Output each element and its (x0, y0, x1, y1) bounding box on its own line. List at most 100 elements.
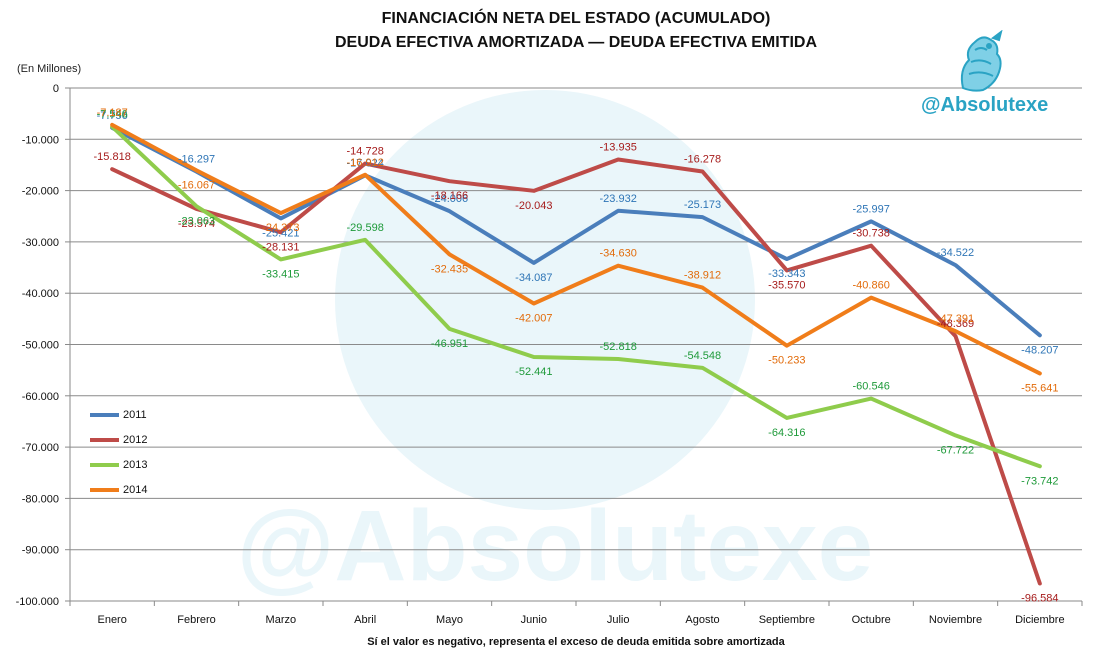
data-label-2013: -33.415 (262, 268, 299, 280)
data-label-2012: -15.818 (94, 151, 131, 163)
y-tick-label: -10.000 (22, 134, 59, 146)
y-tick-label: 0 (53, 83, 59, 95)
data-label-2011: -16.297 (178, 154, 215, 166)
legend-label: 2011 (123, 408, 147, 421)
series-line-2012 (110, 157, 1042, 586)
data-label-2011: -7.756 (97, 110, 128, 122)
data-label-2011: -24.006 (431, 193, 468, 205)
watermark: @Absolutexe (237, 90, 874, 602)
data-label-2011: -33.343 (768, 268, 805, 280)
y-tick-label: -50.000 (22, 340, 59, 352)
data-label-2011: -25.421 (262, 227, 299, 239)
legend-label: 2013 (123, 458, 148, 471)
data-labels: -7.756 -16.297 -25.421 -17.024 -24.006 -34.08… (94, 107, 1059, 605)
x-tick-label: Junio (521, 614, 547, 626)
data-label-2012: -23.574 (178, 218, 215, 230)
data-label-2014: -38.912 (684, 270, 721, 282)
series-line-2011 (110, 125, 1042, 338)
data-label-2013: -23.063 (178, 215, 215, 227)
data-label-2013: -60.546 (853, 381, 890, 393)
data-label-2012: -48.369 (937, 318, 974, 330)
unit-label: (En Millones) (17, 63, 82, 75)
x-tick-label: Enero (97, 614, 126, 626)
griffin-logo-icon (953, 29, 1009, 99)
data-label-2011: -23.932 (600, 193, 637, 205)
legend-label: 2014 (123, 483, 148, 496)
data-label-2012: -14.728 (347, 146, 384, 158)
watermark-text: @Absolutexe (237, 490, 874, 602)
data-label-2013: -54.548 (684, 350, 721, 362)
x-tick-label: Septiembre (759, 614, 815, 626)
data-label-2014: -40.860 (853, 280, 890, 292)
y-tick-label: -40.000 (22, 288, 59, 300)
legend-item-2013: 2013 (90, 452, 147, 477)
data-label-2012: -35.570 (768, 279, 805, 291)
data-label-2012: -96.584 (1021, 592, 1058, 604)
data-label-2014: -55.641 (1021, 382, 1058, 394)
legend-item-2011: 2011 (90, 402, 147, 427)
legend-swatch (90, 462, 119, 467)
x-tick-label: Diciembre (1015, 614, 1065, 626)
data-label-2013: -7.546 (97, 109, 128, 121)
data-label-2014: -24.373 (262, 222, 299, 234)
series-lines (110, 122, 1042, 586)
legend-swatch (90, 412, 119, 417)
x-tick-label: Febrero (177, 614, 216, 626)
x-tick-label: Abril (354, 614, 376, 626)
x-tick-label: Mayo (436, 614, 463, 626)
legend: 2011 2012 2013 2014 (90, 402, 147, 502)
y-tick-label: -60.000 (22, 391, 59, 403)
x-tick-label: Julio (607, 614, 630, 626)
data-label-2013: -52.441 (515, 366, 552, 378)
data-label-2014: -7.187 (97, 107, 128, 119)
y-tick-label: -100.000 (16, 596, 59, 608)
y-tick-label: -20.000 (22, 186, 59, 198)
data-label-2011: -25.173 (684, 199, 721, 211)
chart-title: FINANCIACIÓN NETA DEL ESTADO (ACUMULADO) (381, 10, 771, 27)
legend-item-2014: 2014 (90, 477, 147, 502)
data-label-2013: -52.818 (600, 341, 637, 353)
footnote: Sí el valor es negativo, representa el e… (367, 636, 785, 648)
data-label-2014: -42.007 (515, 312, 552, 324)
y-tick-label: -80.000 (22, 493, 59, 505)
legend-swatch (90, 437, 119, 442)
x-tick-label: Octubre (852, 614, 891, 626)
data-label-2014: -16.067 (178, 179, 215, 191)
data-label-2012: -20.043 (515, 200, 552, 212)
data-label-2014: -47.391 (937, 313, 974, 325)
data-label-2013: -67.722 (937, 444, 974, 456)
data-label-2014: -50.233 (768, 355, 805, 367)
data-label-2012: -30.738 (853, 228, 890, 240)
data-label-2012: -28.131 (262, 241, 299, 253)
data-label-2012: -18.166 (431, 190, 468, 202)
data-label-2014: -32.435 (431, 263, 468, 275)
data-label-2012: -13.935 (600, 141, 637, 153)
data-label-2011: -48.207 (1021, 344, 1058, 356)
legend-label: 2012 (123, 433, 148, 446)
grid (70, 87, 1082, 602)
series-line-2014 (110, 122, 1042, 376)
x-tick-label: Noviembre (929, 614, 982, 626)
x-tick-label: Agosto (685, 614, 719, 626)
data-label-2014: -16.912 (347, 157, 384, 169)
series-line-2013 (110, 124, 1042, 469)
x-tick-label: Marzo (266, 614, 297, 626)
data-label-2011: -34.522 (937, 247, 974, 259)
data-label-2013: -29.598 (347, 222, 384, 234)
data-label-2014: -34.630 (600, 248, 637, 260)
data-label-2013: -73.742 (1021, 475, 1058, 487)
y-tick-label: -90.000 (22, 545, 59, 557)
data-label-2011: -17.024 (347, 157, 384, 169)
chart-subtitle: DEUDA EFECTIVA AMORTIZADA — DEUDA EFECTI… (334, 34, 818, 51)
y-tick-label: -30.000 (22, 237, 59, 249)
y-tick-label: -70.000 (22, 442, 59, 454)
data-label-2013: -64.316 (768, 427, 805, 439)
data-label-2012: -16.278 (684, 154, 721, 166)
data-label-2011: -34.087 (515, 272, 552, 284)
brand-label: @Absolutexe (921, 94, 1049, 116)
legend-item-2012: 2012 (90, 427, 147, 452)
data-label-2013: -46.951 (431, 338, 468, 350)
axes: 0 -10.000 -20.000 -30.000 -40.000 -50.000 -60.… (16, 83, 1083, 626)
data-label-2011: -25.997 (853, 203, 890, 215)
